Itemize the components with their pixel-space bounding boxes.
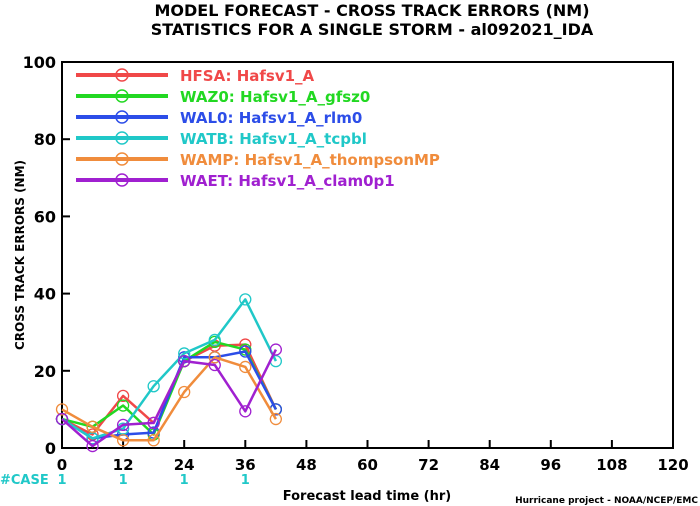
legend-marker: [115, 110, 129, 124]
x-tick-label: 96: [540, 456, 561, 474]
case-count: 1: [241, 473, 250, 488]
y-tick-label: 80: [34, 130, 56, 149]
data-point: [116, 389, 130, 403]
legend-marker: [115, 173, 129, 187]
data-point: [116, 434, 130, 447]
case-counts: 1 1 1 1: [57, 473, 249, 488]
legend-label: WAMP: Hafsv1_A_thompsonMP: [180, 151, 440, 169]
data-point: [86, 420, 99, 433]
chart-title: MODEL FORECAST - CROSS TRACK ERRORS (NM): [154, 1, 589, 20]
case-count: 1: [57, 473, 66, 488]
case-count: 1: [119, 473, 128, 488]
plot-area-frame: [61, 61, 674, 449]
data-point: [147, 416, 160, 430]
x-tick-label: 72: [418, 456, 439, 474]
data-point: [178, 385, 191, 399]
legend-label: WAL0: Hafsv1_A_rlm0: [180, 109, 362, 127]
legend-marker: [115, 89, 129, 103]
case-label: #CASE: [0, 473, 49, 488]
x-tick-label: 84: [479, 456, 500, 474]
y-tick-label: 20: [34, 362, 56, 381]
data-point: [55, 412, 69, 426]
series-layer: [55, 293, 283, 453]
x-tick-label: 12: [113, 456, 134, 474]
credit-text: Hurricane project - NOAA/NCEP/EMC: [515, 496, 698, 506]
y-tick-label: 0: [45, 439, 56, 458]
legend-marker: [115, 68, 129, 82]
chart-subtitle: STATISTICS FOR A SINGLE STORM - al092021…: [151, 20, 594, 39]
data-point: [147, 380, 160, 393]
data-point: [178, 347, 191, 360]
series-line: [61, 349, 278, 448]
legend: HFSA: Hafsv1_A WAZ0: Hafsv1_A_gfsz0 WAL0: …: [76, 67, 440, 190]
y-tick-label: 40: [34, 285, 56, 304]
data-point: [178, 354, 191, 368]
legend-label: WAZ0: Hafsv1_A_gfsz0: [180, 88, 370, 106]
series-group: [55, 351, 283, 447]
x-tick-label: 24: [174, 456, 195, 474]
data-point: [86, 439, 99, 453]
x-tick-label: 0: [57, 456, 67, 474]
x-axis-ticks: 0 12 24 36 48 60 72 84 96 108 120: [57, 440, 689, 474]
y-axis-label: CROSS TRACK ERRORS (NM): [13, 160, 27, 350]
y-tick-label: 60: [34, 207, 56, 226]
series-line: [61, 340, 278, 436]
data-point: [208, 358, 221, 372]
data-point: [116, 399, 130, 412]
legend-label: WAET: Hafsv1_A_clam0p1: [180, 172, 395, 190]
case-count: 1: [180, 473, 189, 488]
data-point: [55, 403, 69, 416]
y-tick-label: 100: [23, 53, 56, 72]
y-axis-ticks: 0 20 40 60 80 100: [23, 53, 70, 458]
x-tick-label: 60: [357, 456, 378, 474]
data-point: [269, 412, 283, 426]
data-point: [239, 345, 252, 358]
data-point: [208, 351, 221, 364]
data-point: [239, 405, 252, 418]
legend-marker: [115, 131, 129, 145]
data-point: [239, 293, 252, 306]
x-axis-label: Forecast lead time (hr): [283, 489, 451, 504]
legend-marker: [115, 152, 129, 166]
legend-label: WATB: Hafsv1_A_tcpbl: [180, 130, 367, 148]
x-tick-label: 108: [596, 456, 627, 474]
data-point: [116, 418, 130, 431]
data-point: [208, 333, 221, 347]
data-point: [239, 360, 252, 374]
data-point: [269, 343, 283, 356]
x-tick-label: 48: [296, 456, 317, 474]
x-tick-label: 36: [235, 456, 256, 474]
series-group: [55, 343, 283, 453]
legend-label: HFSA: Hafsv1_A: [180, 67, 315, 85]
data-point: [147, 434, 160, 447]
x-tick-label: 120: [657, 456, 688, 474]
